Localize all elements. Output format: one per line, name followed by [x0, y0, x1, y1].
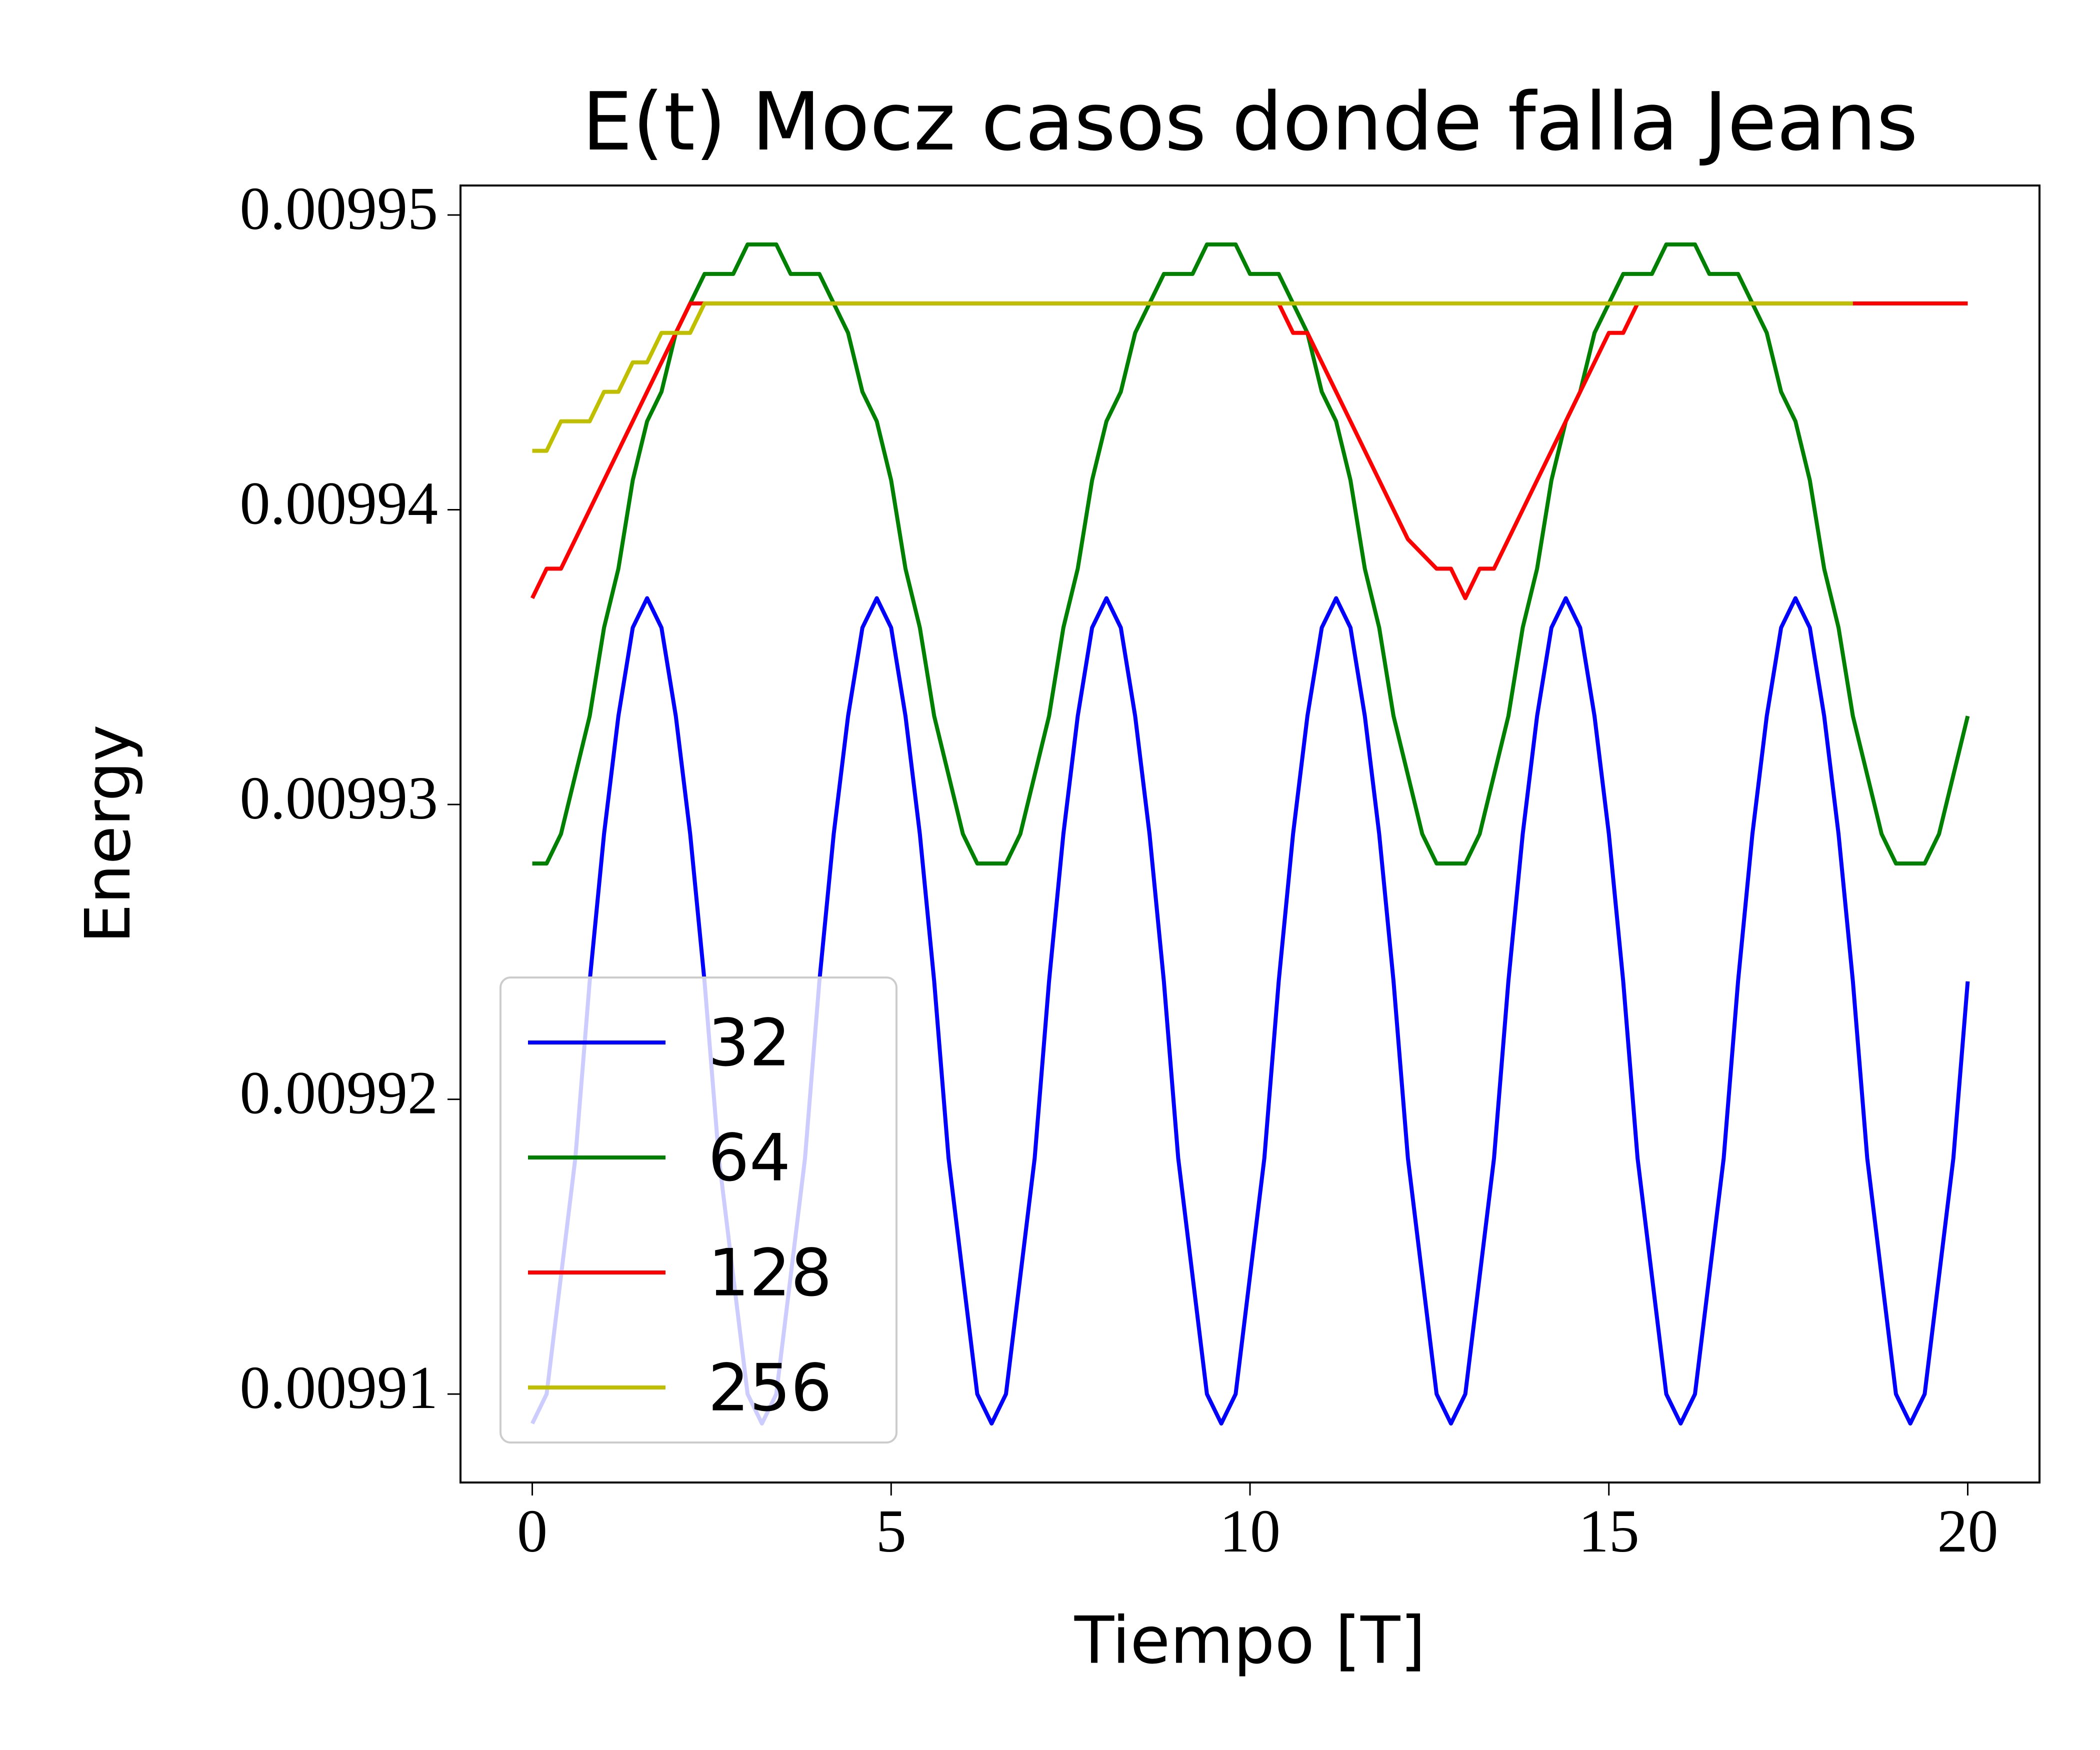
x-tick-label: 0 [517, 1498, 548, 1565]
legend-box [500, 976, 898, 1444]
legend-label: 128 [708, 1235, 832, 1311]
series-line [532, 242, 1970, 866]
chart-title: E(t) Mocz casos donde falla Jeans [582, 75, 1918, 168]
plot-frame [460, 184, 2040, 1484]
legend-label: 64 [708, 1120, 790, 1196]
y-tick-label: 0.00991 [240, 1354, 438, 1422]
x-tick-label: 5 [876, 1498, 906, 1565]
y-tick-label: 0.00993 [240, 764, 438, 832]
legend: 32 64 128 256 [500, 976, 898, 1444]
y-axis-label: Energy [72, 724, 144, 944]
y-tick-label: 0.00992 [240, 1060, 438, 1127]
x-tick-label: 15 [1578, 1498, 1640, 1565]
series-line [532, 301, 1853, 453]
y-tick-label: 0.00994 [240, 470, 438, 538]
x-tick-label: 20 [1937, 1498, 1998, 1565]
legend-label: 256 [708, 1350, 832, 1426]
x-tick-label: 10 [1220, 1498, 1280, 1565]
y-tick-label: 0.00995 [240, 175, 438, 242]
legend-label: 32 [708, 1005, 790, 1081]
x-axis-label: Tiempo [T] [1074, 1602, 1426, 1678]
